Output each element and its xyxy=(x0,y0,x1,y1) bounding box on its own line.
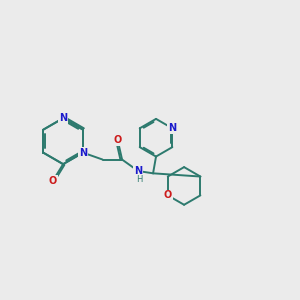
Text: N: N xyxy=(79,148,87,158)
Text: N: N xyxy=(168,123,176,133)
Text: N: N xyxy=(59,113,67,123)
Text: O: O xyxy=(164,190,172,200)
Text: O: O xyxy=(49,176,57,186)
Text: H: H xyxy=(136,175,143,184)
Text: O: O xyxy=(113,135,122,145)
Text: N: N xyxy=(134,166,142,176)
